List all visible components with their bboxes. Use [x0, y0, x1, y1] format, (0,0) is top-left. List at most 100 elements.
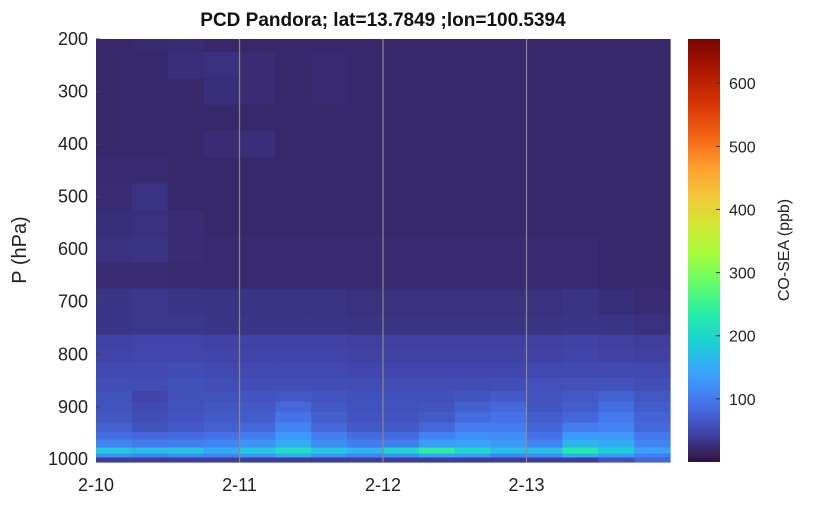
heatmap-cell [96, 52, 133, 80]
heatmap-cell [598, 262, 635, 290]
heatmap-cell [562, 412, 599, 424]
heatmap-cell [526, 457, 563, 463]
heatmap-cell [96, 453, 133, 459]
heatmap-cell [275, 412, 312, 424]
heatmap-cell [490, 431, 528, 441]
heatmap-cell [311, 236, 348, 263]
heatmap-cell [239, 288, 276, 316]
heatmap-cell [490, 236, 528, 263]
heatmap-cell [131, 288, 169, 316]
heatmap-cell [131, 236, 169, 263]
heatmap-cell [167, 453, 205, 459]
heatmap-cell [526, 453, 563, 459]
heatmap-cell [526, 391, 563, 403]
heatmap-cell [562, 314, 599, 336]
heatmap-cell [203, 362, 241, 379]
heatmap-cell [490, 401, 528, 413]
heatmap-cell [454, 104, 492, 132]
heatmap-cell [239, 362, 276, 379]
heatmap-cell [239, 262, 276, 290]
heatmap-cell [598, 104, 635, 132]
heatmap-cell [418, 130, 456, 158]
heatmap-cell [634, 78, 671, 106]
heatmap-cell [167, 412, 205, 424]
heatmap-cell [454, 183, 492, 211]
y-tick-label: 400 [58, 134, 88, 154]
heatmap-cell [203, 262, 241, 290]
heatmap-cell [454, 412, 492, 424]
heatmap-cell [239, 457, 276, 463]
heatmap-cell [275, 314, 312, 336]
heatmap-cell [490, 52, 528, 80]
heatmap-cell [562, 78, 599, 106]
heatmap-cell [490, 262, 528, 290]
heatmap-cell [598, 401, 635, 413]
heatmap-cell [275, 78, 312, 106]
heatmap-cell [418, 236, 456, 263]
y-tick-label: 200 [58, 29, 88, 49]
colorbar-tick-label: 600 [729, 76, 756, 93]
heatmap-cell [383, 391, 420, 403]
heatmap-cell [311, 431, 348, 441]
heatmap-cell [239, 39, 276, 53]
heatmap-cell [418, 52, 456, 80]
heatmap-cell [383, 78, 420, 106]
heatmap-cell [131, 262, 169, 290]
heatmap-cell [311, 439, 348, 449]
heatmap-cell [203, 39, 241, 53]
heatmap-cell [347, 314, 384, 336]
heatmap-cell [454, 314, 492, 336]
heatmap-cell [203, 183, 241, 211]
heatmap-cell [490, 183, 528, 211]
heatmap-cell [383, 422, 420, 433]
heatmap-cell [383, 209, 420, 237]
heatmap-cell [383, 447, 420, 455]
heatmap-cell [239, 447, 276, 455]
heatmap-cell [239, 391, 276, 403]
heatmap-cell [239, 347, 276, 363]
heatmap-cell [167, 52, 205, 80]
heatmap-cell [239, 334, 276, 349]
heatmap-cell [275, 334, 312, 349]
heatmap-cell [526, 209, 563, 237]
heatmap-cell [490, 209, 528, 237]
heatmap-cell [490, 457, 528, 463]
heatmap-cell [526, 347, 563, 363]
heatmap-cell [383, 157, 420, 185]
heatmap-cell [454, 262, 492, 290]
heatmap-cell [526, 130, 563, 158]
y-tick-label: 300 [58, 82, 88, 102]
heatmap-cell [562, 262, 599, 290]
heatmap-cell [598, 209, 635, 237]
heatmap-cell [275, 431, 312, 441]
heatmap-cell [490, 347, 528, 363]
heatmap-cell [562, 431, 599, 441]
heatmap-cell [526, 422, 563, 433]
heatmap-cell [634, 130, 671, 158]
heatmap-cell [598, 391, 635, 403]
heatmap-cell [383, 52, 420, 80]
heatmap-cell [418, 262, 456, 290]
heatmap-cell [562, 439, 599, 449]
heatmap-cell [167, 78, 205, 106]
heatmap-cell [96, 362, 133, 379]
heatmap-cell [239, 78, 276, 106]
heatmap-cell [347, 52, 384, 80]
heatmap-cell [454, 457, 492, 463]
heatmap-cell [167, 457, 205, 463]
heatmap-cell [347, 104, 384, 132]
heatmap-cell [311, 457, 348, 463]
heatmap-cell [490, 362, 528, 379]
heatmap-cell [490, 288, 528, 316]
heatmap-cell [383, 288, 420, 316]
heatmap-cell [167, 236, 205, 263]
y-axis-ticks: 200 300 400 500 600 700 800 900 1000 [48, 29, 100, 469]
y-tick-label: 600 [58, 239, 88, 259]
heatmap-cell [275, 104, 312, 132]
heatmap-cell [383, 377, 420, 392]
day-gridlines [238, 39, 528, 462]
y-tick-label: 1000 [48, 449, 88, 469]
heatmap-cell [311, 334, 348, 349]
heatmap-cell [526, 362, 563, 379]
heatmap-cell [383, 130, 420, 158]
